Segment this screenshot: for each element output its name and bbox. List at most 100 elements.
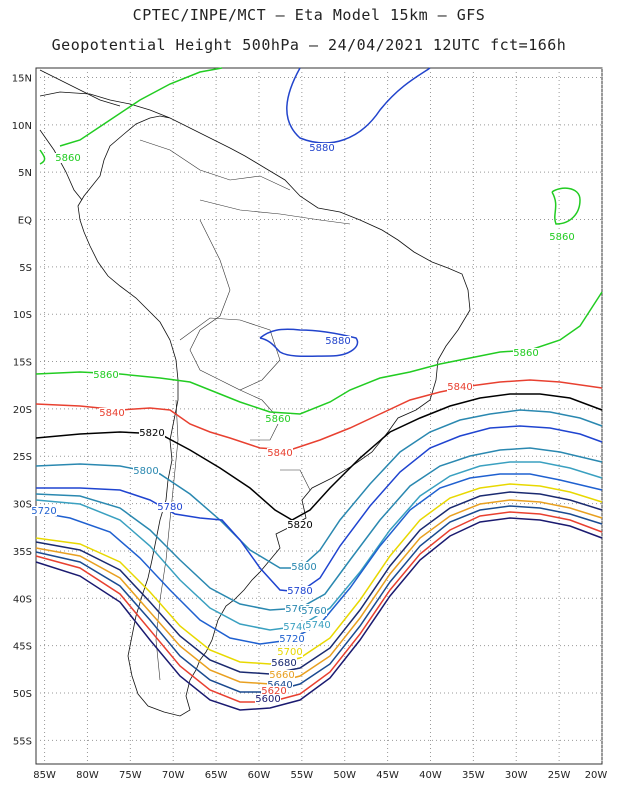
contour-label-bg [261,686,287,696]
lat-tick-label: 20S [13,405,32,416]
border-brazil-north [199,199,351,225]
contour-5840 [35,379,603,451]
contour-label-bg [277,647,303,657]
contour-label-bg [301,606,327,616]
lat-tick-label: 35S [13,547,32,558]
contour-label: 5860 [549,232,574,243]
contour-label: 5860 [513,348,538,359]
map-title-line2: Geopotential Height 500hPa – 24/04/2021 … [51,36,567,54]
contour-5600 [35,517,603,711]
north-america-coastline [39,69,121,107]
lat-tick-label: 25S [13,452,32,463]
contour-label: 5680 [271,658,296,669]
latitude-labels: 15N 10N 5N EQ 5S 10S 15S 20S 25S 30S 35S 40S 45S 50S 5… [12,73,32,747]
lat-tick-label: 10S [13,310,32,321]
contour-label: 5760 [285,604,310,615]
lat-tick-label: 5N [18,168,32,179]
contour-label-bg [287,520,313,530]
lat-tick-label: 5S [19,263,32,274]
contour-label: 5640 [267,680,292,691]
contour-label: 5880 [309,143,334,154]
contour-label-bg [31,506,57,516]
lon-tick-label: 20W [585,770,608,781]
contour-label: 5820 [287,520,312,531]
coastlines [39,69,471,717]
lat-tick-label: 30S [13,500,32,511]
contour-label-bg [287,586,313,596]
contour-label-bg [99,408,125,418]
map-title-line1: CPTEC/INPE/MCT – Eta Model 15km – GFS [132,6,486,24]
contour-5760 [35,447,603,611]
contour-label-bg [255,694,281,704]
contour-label-bg [271,658,297,668]
lat-tick-label: EQ [18,216,32,227]
contour-label: 5840 [447,382,472,393]
contour-5860-north [59,67,223,147]
border-uruguay [280,469,311,491]
border-bolivia [179,317,281,391]
lon-tick-label: 60W [248,770,271,781]
contour-label-bg [549,232,575,242]
contour-label: 5720 [279,634,304,645]
contour-label-bg [285,604,311,614]
contour-5860-east [551,187,581,225]
contour-5640 [35,505,603,693]
lon-tick-label: 55W [291,770,314,781]
lat-tick-label: 45S [13,642,32,653]
contour-label-bg [139,428,165,438]
contour-labels: 5880 5860 5860 5880 5860 5860 5860 5840 5840 5840… [31,143,575,705]
lat-tick-label: 10N [12,121,32,132]
contour-5880-north [286,67,431,144]
south-america-coastline [39,91,471,717]
contour-label: 5800 [133,466,158,477]
lon-tick-label: 40W [419,770,442,781]
contour-label-bg [55,153,81,163]
contour-label-bg [93,370,119,380]
contour-label: 5840 [99,408,124,419]
contour-label: 5860 [93,370,118,381]
contour-label: 5740 [283,622,308,633]
contour-label: 5800 [291,562,316,573]
contour-label: 5700 [277,647,302,658]
contour-5680 [35,491,603,675]
contour-label-bg [133,466,159,476]
lon-tick-label: 85W [33,770,56,781]
contour-label-bg [283,622,309,632]
contour-label-bg [157,502,183,512]
lat-tick-label: 15N [12,73,32,84]
contours [35,67,603,711]
contour-label-bg [325,336,351,346]
contour-label: 5720 [31,506,56,517]
contour-label: 5760 [301,606,326,617]
lon-tick-label: 75W [119,770,142,781]
lon-tick-label: 70W [162,770,185,781]
lon-tick-label: 50W [333,770,356,781]
lat-tick-label: 50S [13,689,32,700]
contour-label: 5780 [287,586,312,597]
contour-label: 5660 [269,670,294,681]
contour-5860-west [39,149,46,165]
lon-tick-label: 45W [376,770,399,781]
contour-5620 [35,511,603,703]
contour-label: 5620 [261,686,286,697]
contour-label-bg [269,670,295,680]
political-borders [139,139,351,681]
lon-tick-label: 30W [505,770,528,781]
contour-5800 [35,409,603,569]
contour-label-bg [305,620,331,630]
lon-tick-label: 35W [462,770,485,781]
contour-label-bg [267,680,293,690]
contour-label-bg [447,382,473,392]
contour-5740 [35,461,603,631]
contour-label: 5820 [139,428,164,439]
contour-5660 [35,499,603,685]
contour-label: 5840 [267,448,292,459]
contour-label-bg [309,143,335,153]
border-brazil-west [189,219,231,381]
contour-label: 5600 [255,694,280,705]
border-venezuela-guyana [139,139,291,191]
contour-5700 [35,483,603,665]
contour-label-bg [291,562,317,572]
central-america-coastline [39,129,83,201]
